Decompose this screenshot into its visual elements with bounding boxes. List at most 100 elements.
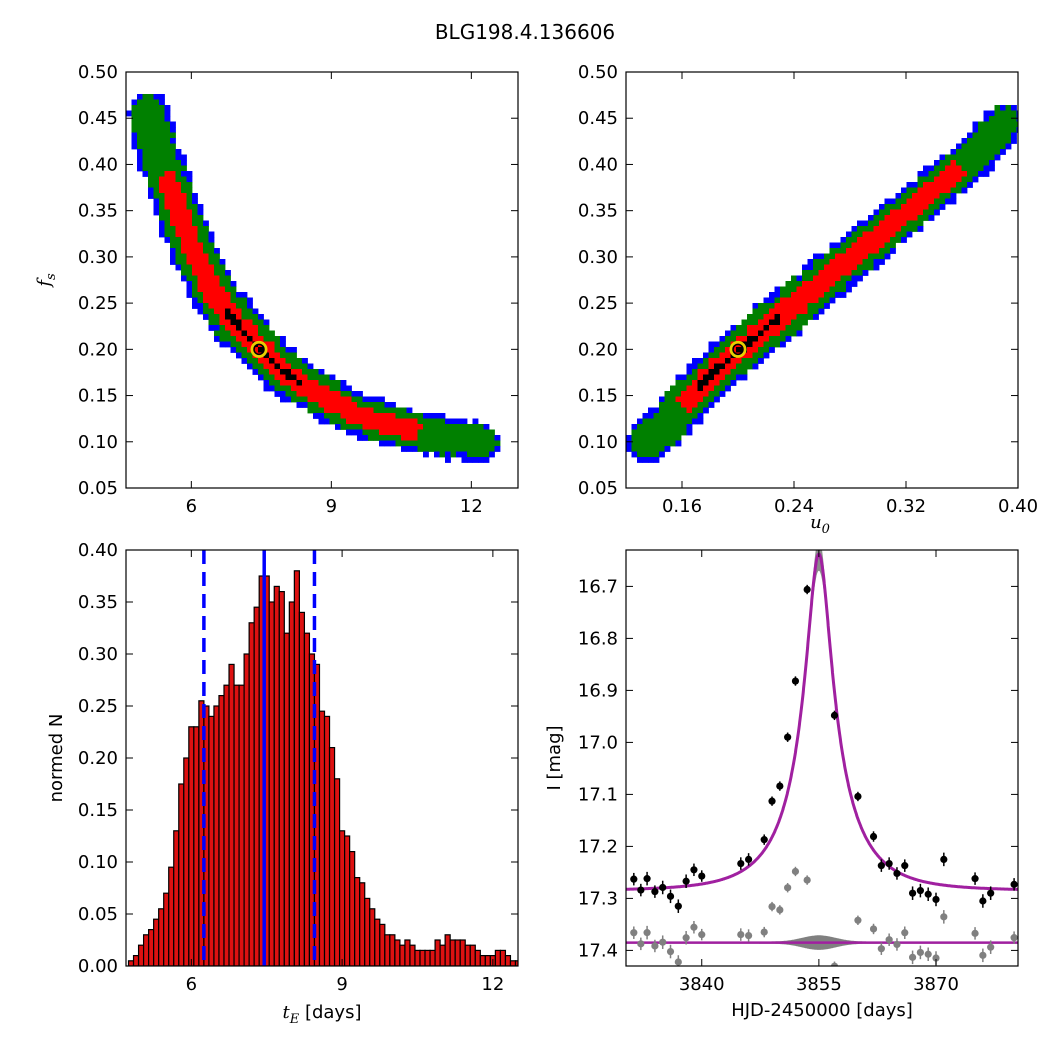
contour-cell-c2: [395, 440, 402, 447]
contour-cell-c2: [417, 446, 424, 452]
contour-cell-c3: [752, 303, 759, 309]
contour-cell-c2: [461, 435, 468, 441]
contour-cell-c2: [730, 330, 737, 337]
contour-cell-c2: [192, 215, 198, 221]
contour-cell-c2: [379, 435, 385, 441]
contour-cell-c1: [214, 297, 220, 304]
contour-cell-c3: [769, 297, 775, 304]
contour-cell-c2: [137, 105, 143, 111]
contour-cell-c3: [1011, 105, 1017, 111]
contour-cell-c1: [824, 275, 830, 282]
contour-cell-c2: [967, 160, 973, 166]
y-axis-label-sub: s: [44, 273, 59, 280]
contour-cell-c2: [912, 226, 918, 232]
contour-cell-c2: [857, 270, 863, 276]
contour-cell-c1: [192, 226, 198, 232]
contour-cell-c3: [741, 374, 748, 381]
best-fit-marker: [250, 340, 268, 358]
contour-cell-c1: [395, 418, 402, 425]
contour-cell-c2: [175, 259, 182, 265]
contour-cell-c2: [758, 352, 764, 359]
contour-cell-c1: [769, 325, 775, 331]
contour-cell-c1: [769, 330, 775, 337]
contour-cell-c1: [835, 259, 841, 265]
contour-cell-c3: [846, 231, 852, 238]
contour-cell-c1: [829, 270, 836, 276]
contour-cell-c2: [417, 413, 424, 419]
contour-cell-c3: [351, 391, 358, 397]
contour-cell-c1: [335, 407, 341, 414]
contour-cell-c2: [258, 330, 264, 337]
contour-cell-c0: [747, 336, 753, 342]
contour-cell-c1: [197, 242, 204, 249]
contour-cell-c1: [170, 198, 176, 205]
contour-cell-c3: [730, 325, 737, 331]
contour-cell-c1: [175, 226, 182, 232]
contour-cell-c2: [873, 220, 880, 227]
contour-cell-c1: [813, 292, 819, 298]
contour-cell-c2: [703, 363, 709, 370]
contour-cell-c1: [807, 286, 814, 293]
contour-cell-c2: [197, 215, 204, 221]
contour-cell-c3: [148, 187, 154, 194]
residual-point: [791, 867, 800, 876]
contour-cell-c3: [626, 446, 632, 452]
contour-cell-c3: [170, 121, 176, 128]
contour-cell-c2: [961, 176, 968, 183]
contour-cell-c2: [912, 220, 918, 227]
y-tick-label: 0.40: [578, 154, 618, 175]
residual-point: [674, 958, 682, 966]
contour-cell-c2: [1000, 132, 1006, 139]
contour-cell-c2: [445, 440, 451, 447]
contour-cell-c2: [994, 121, 1001, 128]
contour-cell-c2: [989, 154, 995, 161]
contour-cell-c1: [164, 176, 171, 183]
contour-cell-c1: [928, 182, 935, 188]
contour-cell-c1: [818, 275, 825, 282]
contour-cell-c2: [796, 325, 803, 331]
contour-cell-c2: [472, 451, 479, 458]
contour-cell-c2: [247, 358, 253, 364]
contour-cell-c2: [686, 374, 693, 381]
contour-cell-c2: [978, 160, 984, 166]
contour-cell-c3: [923, 171, 929, 177]
contour-cell-c3: [835, 242, 841, 249]
y-tick-label: 0.10: [78, 432, 118, 453]
contour-cell-c2: [153, 154, 160, 161]
y-tick-label: 0.15: [78, 800, 118, 821]
contour-cell-c2: [934, 204, 940, 210]
contour-cell-c2: [675, 385, 682, 392]
y-axis-label-normed: normed N: [46, 714, 67, 803]
contour-cell-c3: [153, 204, 160, 210]
contour-cell-c2: [285, 358, 292, 364]
contour-cell-c3: [456, 451, 462, 458]
histogram-bar: [419, 949, 426, 966]
contour-cell-c1: [186, 215, 193, 221]
contour-cell-c1: [884, 215, 891, 221]
contour-cell-c3: [192, 198, 198, 205]
contour-cell-c3: [379, 440, 385, 447]
contour-cell-c3: [137, 149, 143, 155]
contour-cell-c3: [956, 143, 962, 150]
contour-cell-c2: [219, 281, 226, 287]
contour-cell-c2: [791, 319, 797, 326]
contour-cell-c3: [258, 374, 264, 381]
contour-cell-c1: [906, 215, 913, 221]
contour-cell-c2: [203, 226, 209, 232]
contour-cell-c1: [730, 358, 737, 364]
contour-cell-c1: [324, 396, 330, 403]
contour-cell-c1: [714, 358, 720, 364]
contour-cell-c2: [895, 204, 902, 210]
contour-cell-c2: [648, 451, 654, 458]
contour-cell-c1: [219, 286, 226, 293]
contour-cell-c1: [214, 303, 220, 309]
contour-cell-c3: [285, 347, 292, 353]
contour-cell-c1: [197, 264, 204, 271]
contour-cell-c2: [153, 116, 160, 122]
contour-cell-c3: [961, 187, 968, 194]
best-fit-marker-inner: [253, 343, 265, 356]
x-axis-label-t: t: [283, 1002, 291, 1023]
contour-cell-c1: [906, 209, 913, 216]
contour-cell-c3: [862, 220, 869, 227]
contour-cell-c1: [884, 220, 891, 227]
